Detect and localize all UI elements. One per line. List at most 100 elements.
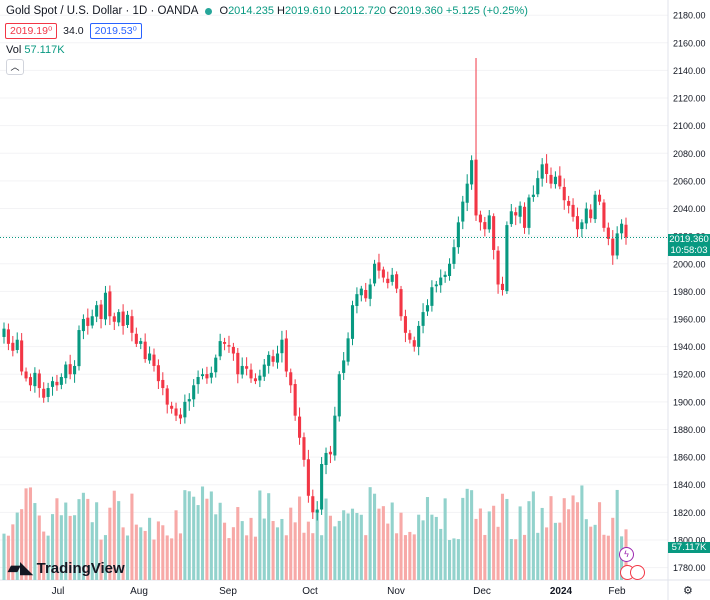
symbol-title[interactable]: Gold Spot / U.S. Dollar · 1D · OANDA [6,5,199,17]
time-tick-label: Oct [302,586,318,597]
volume-bar [606,535,610,580]
candle [306,449,310,503]
candle [456,216,460,254]
candle [42,382,46,403]
candle [59,373,63,390]
candle [443,271,447,283]
candle [558,166,562,190]
candle [536,170,540,198]
volume-bar [236,507,240,580]
candle [200,368,205,380]
candle [73,360,77,383]
volume-bar [50,514,55,580]
volume-bar [346,513,350,580]
us-flag-icon[interactable] [630,565,645,580]
candle [355,287,359,314]
tradingview-logo[interactable]: ▰◣ TradingView [8,559,125,578]
volume-bar [170,538,174,580]
price-tick-label: 1780.00 [673,563,706,573]
candle [170,401,174,414]
volume-bar [350,508,355,580]
price-tick-label: 2180.00 [673,11,706,21]
volume-bar [240,521,244,580]
volume-bar [81,492,85,580]
volume-bar [156,521,160,580]
chart-grid [0,14,710,581]
time-tick-label: Jul [52,586,65,597]
candle [117,309,121,327]
volume-bar [553,522,557,580]
price-tick-label: 1900.00 [673,397,706,407]
candle [28,373,33,392]
volume-bar [518,506,522,580]
volume-bar [11,524,15,580]
volume-bar [209,491,213,580]
volume-bar [121,527,125,580]
candle [368,278,372,307]
time-tick-label: Aug [130,586,148,597]
volume-bar [364,535,368,580]
open-value: 2014.235 [228,5,274,17]
candle [15,332,19,354]
candle [68,354,72,380]
volume-bar [196,505,200,580]
volume-bar [183,490,187,580]
candle [496,246,500,294]
candle [103,285,108,326]
volume-bar [589,526,593,580]
volume-bar [20,509,24,580]
volume-bar [271,521,275,580]
volume-bar [15,512,19,580]
candle [143,333,147,363]
price-tick-label: 1880.00 [673,425,706,435]
candle [474,58,478,222]
trade-buttons: 2019.19⁰ 34.0 2019.53⁰ [5,23,142,39]
price-tick-label: 2080.00 [673,149,706,159]
candle [240,357,244,379]
candle [518,201,522,224]
volume-bar [117,501,121,580]
candle [130,309,134,342]
price-tick-label: 1820.00 [673,508,706,518]
price-axis[interactable]: 1780.00 1800.00 1820.00 1840.00 1860.00 1880.… [667,0,706,600]
volume-bar [567,509,571,580]
time-axis[interactable]: Jul Aug Sep Oct Nov Dec 2024 Feb [52,586,626,597]
volume-bar [496,526,500,580]
last-price: 2019.360 [669,234,709,245]
volume-bar [324,498,328,580]
volume-bar [77,499,81,580]
candle [320,457,324,515]
chevron-up-icon[interactable]: ︿ [6,59,24,75]
volume-bar [320,535,324,580]
volume-bar [390,502,394,580]
volume-bar [333,526,337,580]
gear-icon[interactable]: ⚙ [683,585,693,597]
volume-bar [368,487,372,580]
volume-bar [536,532,540,580]
volume-bar [509,539,513,580]
volume-bar [55,498,59,580]
volume-bar [192,496,196,580]
candle [527,194,531,235]
candle [183,394,187,424]
volume-bar [478,508,482,580]
candle [86,308,90,335]
candle [148,346,152,364]
volume-bar [200,486,205,580]
candle [470,155,474,190]
candle [549,167,553,189]
volume-bar [421,520,425,580]
buy-button[interactable]: 2019.53⁰ [89,23,142,39]
price-tick-label: 1920.00 [673,370,706,380]
volume-bar [386,523,390,580]
candle [615,226,619,260]
time-tick-label: Sep [219,586,237,597]
volume-bar [130,493,134,580]
sell-button[interactable]: 2019.19⁰ [5,23,58,39]
lightning-icon[interactable]: ϟ [619,547,634,562]
candle [249,363,253,383]
volume-bar [562,498,566,580]
volume-bar [580,485,584,580]
volume-bar [558,522,562,580]
